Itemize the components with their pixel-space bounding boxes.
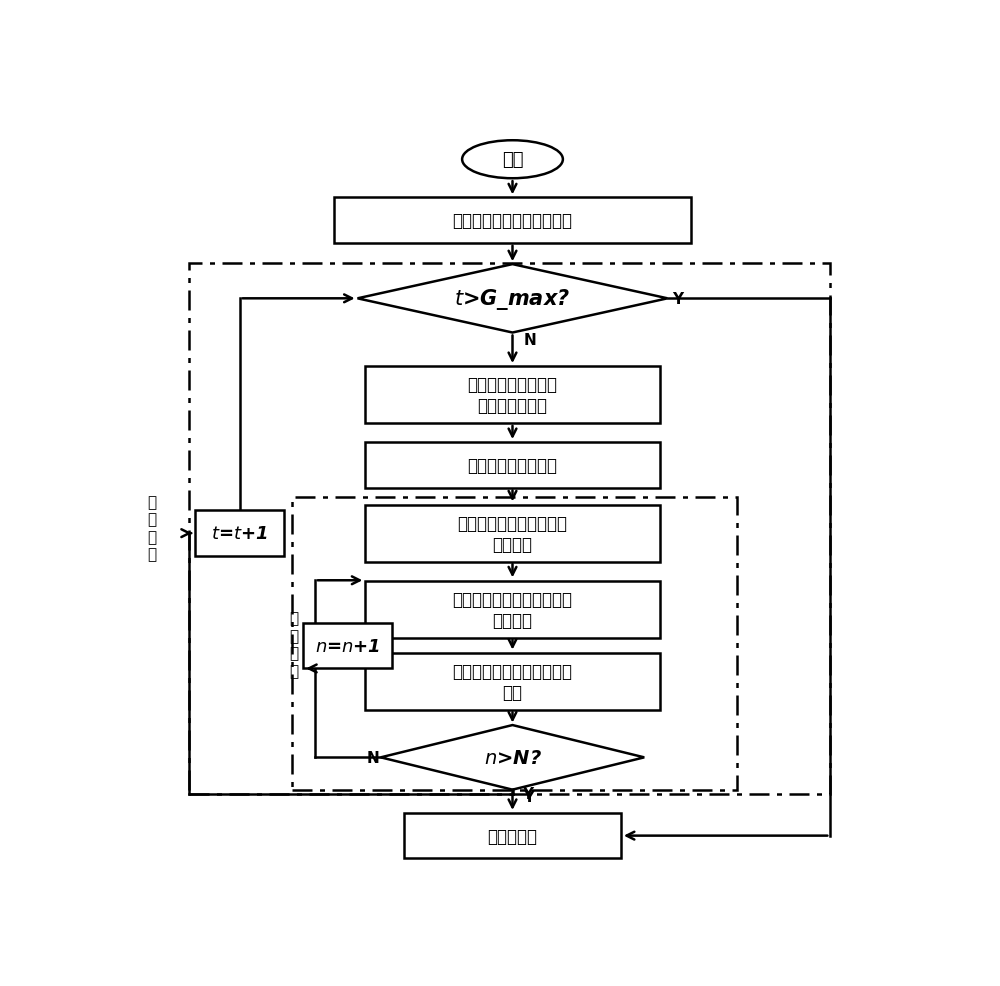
Bar bbox=[195, 511, 284, 556]
Bar bbox=[303, 623, 392, 669]
Bar bbox=[365, 653, 660, 710]
Polygon shape bbox=[381, 726, 644, 790]
Text: 初始化海鸥种群及算法参数: 初始化海鸥种群及算法参数 bbox=[452, 212, 572, 230]
Bar bbox=[365, 505, 660, 562]
Bar bbox=[365, 443, 660, 488]
Text: $t$>G_max?: $t$>G_max? bbox=[454, 287, 571, 312]
Text: 融合标兵制学习策略的攻击
行为: 融合标兵制学习策略的攻击 行为 bbox=[452, 663, 572, 701]
Text: 计算海鸥个体适应度: 计算海鸥个体适应度 bbox=[468, 457, 558, 474]
Text: 更新最佳海鸥位置及对应
的适应度: 更新最佳海鸥位置及对应 的适应度 bbox=[458, 515, 568, 553]
Text: 将海鸥个体解码为堆
场货物拣选次序: 将海鸥个体解码为堆 场货物拣选次序 bbox=[468, 376, 558, 415]
Bar bbox=[189, 264, 830, 794]
Text: $t$=$t$+1: $t$=$t$+1 bbox=[211, 525, 268, 542]
Ellipse shape bbox=[462, 141, 563, 179]
Text: Y: Y bbox=[523, 789, 534, 804]
Text: 局
部
搜
索: 局 部 搜 索 bbox=[289, 611, 299, 678]
Polygon shape bbox=[358, 265, 668, 333]
Text: Y: Y bbox=[672, 292, 683, 307]
Text: $n$>N?: $n$>N? bbox=[484, 748, 541, 767]
Bar bbox=[334, 198, 691, 244]
Bar bbox=[365, 367, 660, 424]
Text: 融合余弦因子非线性权重的
迁徹行为: 融合余弦因子非线性权重的 迁徹行为 bbox=[452, 591, 572, 629]
Text: $n$=$n$+1: $n$=$n$+1 bbox=[315, 637, 380, 655]
Bar bbox=[365, 581, 660, 638]
Bar bbox=[292, 498, 737, 790]
Text: N: N bbox=[366, 750, 379, 765]
Text: N: N bbox=[523, 332, 536, 347]
Text: 输出最优解: 输出最优解 bbox=[488, 827, 538, 845]
Text: 全
局
搜
索: 全 局 搜 索 bbox=[148, 495, 157, 562]
Bar bbox=[404, 813, 621, 859]
Text: Y: Y bbox=[522, 786, 533, 801]
Text: 开始: 开始 bbox=[502, 151, 523, 169]
